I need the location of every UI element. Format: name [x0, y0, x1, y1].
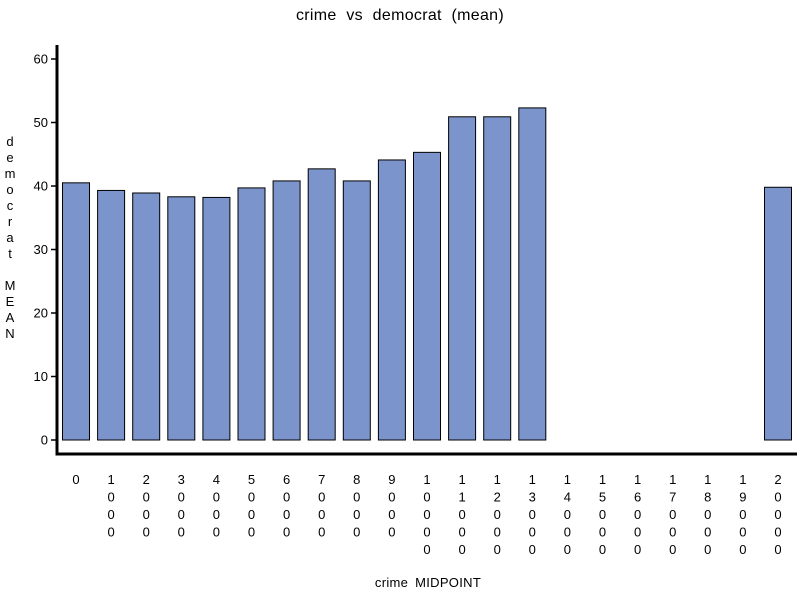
- y-axis-label-char: M: [4, 278, 16, 293]
- y-tick-label: 0: [41, 433, 48, 448]
- y-axis-label-char: t: [8, 246, 12, 261]
- bar-8000: [342, 180, 371, 441]
- x-tick-label: 0: [72, 472, 79, 487]
- y-tick-label: 60: [34, 52, 48, 67]
- x-axis: 0 1 0 0 0 2 0 0 0 3 0 0 0 4 0 0 0 5 0 0 0 6 0 0 0 7 0 0 0 8 0 0 0 9 0 0 0 1 0 0…: [55, 452, 797, 557]
- bar-9000: [377, 159, 406, 441]
- y-axis-label-char: A: [5, 310, 15, 325]
- bar-1000: [97, 189, 126, 441]
- bar-20000: [764, 186, 792, 441]
- bar-0: [62, 182, 90, 441]
- y-axis-label-char: e: [6, 150, 14, 165]
- bar-6000: [272, 180, 301, 441]
- y-tick-label: 10: [34, 369, 48, 384]
- bars-layer: [62, 107, 792, 441]
- bar-13000: [518, 107, 547, 441]
- bar-2000: [132, 192, 161, 441]
- y-tick-label: 40: [34, 179, 48, 194]
- y-tick-label: 30: [34, 242, 48, 257]
- y-axis-label-char: c: [6, 198, 14, 213]
- bar-4000: [202, 196, 231, 441]
- y-axis-label-char: E: [5, 294, 15, 309]
- y-axis-label-char: m: [4, 166, 16, 181]
- y-axis-label-char: a: [6, 230, 14, 245]
- y-axis-label-char: d: [6, 134, 14, 149]
- chart-title: crime vs democrat (mean): [295, 7, 505, 24]
- bar-10000: [413, 151, 441, 441]
- y-tick-label: 50: [34, 115, 48, 130]
- y-axis-label-char: o: [6, 182, 14, 197]
- bar-12000: [483, 116, 512, 441]
- x-tick-text: 0: [72, 472, 79, 487]
- y-axis: 0 10 20 30 40 50 60: [34, 45, 59, 454]
- y-axis-label-char: N: [5, 326, 15, 341]
- y-tick-label: 20: [34, 306, 48, 321]
- x-axis-label: crime MIDPOINT: [374, 575, 482, 590]
- bar-3000: [167, 196, 196, 441]
- y-axis-label-char: r: [7, 214, 13, 229]
- bar-5000: [237, 187, 266, 441]
- bar-11000: [448, 116, 477, 441]
- bar-7000: [307, 168, 336, 441]
